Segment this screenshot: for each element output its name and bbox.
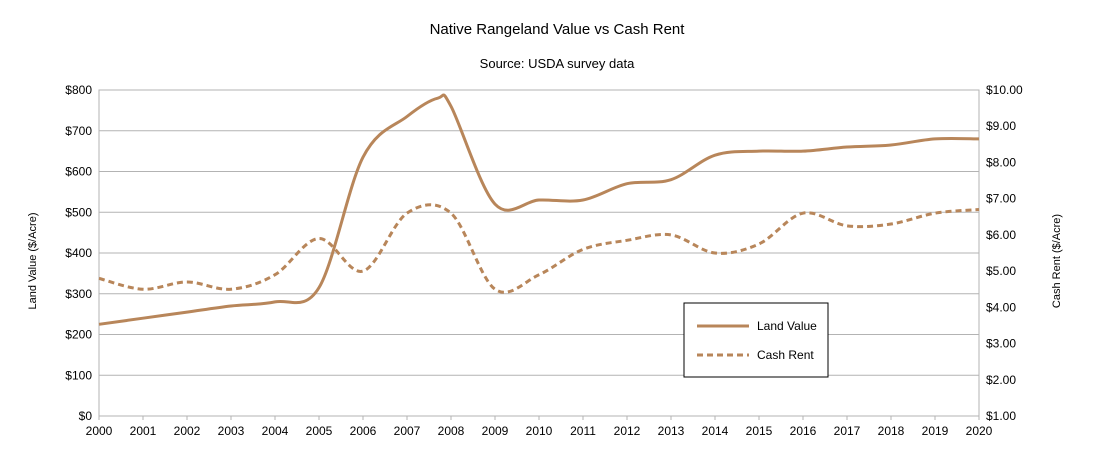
series-line-land-value — [98, 93, 980, 326]
x-tick-label: 2000 — [86, 424, 113, 438]
x-tick-label: 2011 — [570, 424, 596, 438]
x-tick-label: 2009 — [482, 424, 509, 438]
y-tick-label: $700 — [65, 124, 92, 138]
x-tick-label: 2015 — [746, 424, 773, 438]
x-tick-label: 2004 — [262, 424, 289, 438]
series-layer — [98, 93, 980, 326]
x-tick-label: 2006 — [350, 424, 377, 438]
y-axis-ticks: $0 $100 $200 $300 $400 $500 $600 $700 $800 — [65, 83, 92, 423]
y-tick-label: $400 — [65, 246, 92, 260]
x-tick-label: 2019 — [922, 424, 949, 438]
x-tick-label: 2003 — [218, 424, 245, 438]
y-tick-label: $500 — [65, 205, 92, 219]
chart-subtitle: Source: USDA survey data — [480, 56, 635, 71]
x-axis-ticks: 2000 2001 2002 2003 2004 2005 2006 2007 2008 2009… — [86, 416, 993, 438]
x-tick-label: 2018 — [878, 424, 905, 438]
gridlines — [99, 89, 979, 417]
x-tick-label: 2014 — [702, 424, 729, 438]
legend: Land Value Cash Rent — [683, 302, 829, 378]
y2-tick-label: $4.00 — [986, 300, 1016, 314]
y2-tick-label: $6.00 — [986, 228, 1016, 242]
x-tick-label: 2007 — [394, 424, 421, 438]
legend-label-land-value: Land Value — [757, 319, 817, 333]
y-tick-label: $100 — [65, 368, 92, 382]
x-tick-label: 2008 — [438, 424, 465, 438]
y-tick-label: $0 — [79, 409, 93, 423]
y2-tick-label: $7.00 — [986, 192, 1016, 206]
y-tick-label: $600 — [65, 165, 92, 179]
y2-axis-ticks: $1.00 $2.00 $3.00 $4.00 $5.00 $6.00 $7.00 $8.00… — [986, 83, 1023, 423]
y2-tick-label: $1.00 — [986, 409, 1016, 423]
x-tick-label: 2016 — [790, 424, 817, 438]
x-tick-label: 2005 — [306, 424, 333, 438]
x-tick-label: 2012 — [614, 424, 641, 438]
y2-tick-label: $3.00 — [986, 337, 1016, 351]
series-line-cash-rent — [98, 203, 980, 294]
x-tick-label: 2002 — [174, 424, 201, 438]
y2-axis-title: Cash Rent ($/Acre) — [1051, 214, 1063, 308]
y-tick-label: $800 — [65, 83, 92, 97]
y-axis-title: Land Value ($/Acre) — [27, 212, 39, 309]
y-tick-label: $300 — [65, 287, 92, 301]
y2-tick-label: $8.00 — [986, 155, 1016, 169]
x-tick-label: 2020 — [966, 424, 993, 438]
x-tick-label: 2013 — [658, 424, 685, 438]
y2-tick-label: $9.00 — [986, 119, 1016, 133]
legend-label-cash-rent: Cash Rent — [757, 348, 814, 362]
legend-box — [683, 302, 829, 378]
y2-tick-label: $2.00 — [986, 373, 1016, 387]
y2-tick-label: $5.00 — [986, 264, 1016, 278]
y2-tick-label: $10.00 — [986, 83, 1023, 97]
chart-title: Native Rangeland Value vs Cash Rent — [430, 21, 686, 38]
x-tick-label: 2017 — [834, 424, 861, 438]
x-tick-label: 2001 — [130, 424, 157, 438]
x-tick-label: 2010 — [526, 424, 553, 438]
y-tick-label: $200 — [65, 328, 92, 342]
